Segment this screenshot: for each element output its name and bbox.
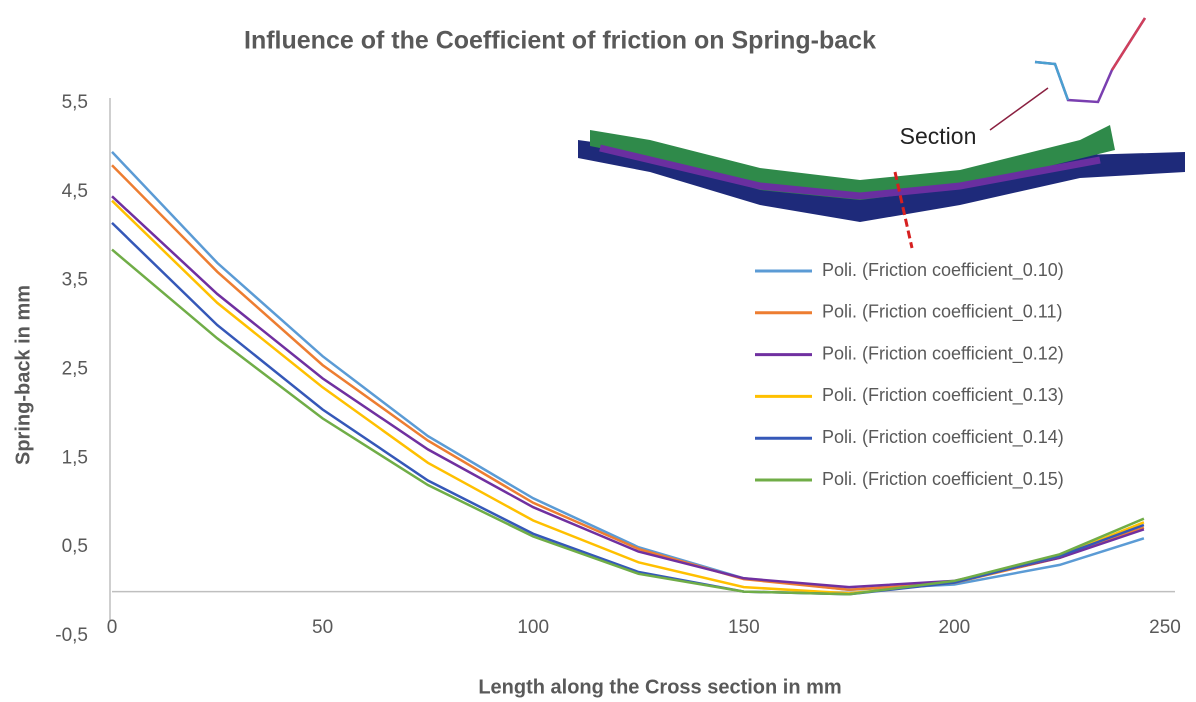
x-tick-label: 0 xyxy=(107,617,118,638)
x-tick-label: 100 xyxy=(517,617,549,638)
y-tick-label: 2,5 xyxy=(62,359,88,380)
legend-label: Poli. (Friction coefficient_0.15) xyxy=(822,469,1064,490)
y-tick-label: 4,5 xyxy=(62,181,88,202)
x-axis-title: Length along the Cross section in mm xyxy=(478,676,841,698)
legend-label: Poli. (Friction coefficient_0.14) xyxy=(822,427,1064,448)
x-tick-label: 150 xyxy=(728,617,760,638)
y-tick-label: 3,5 xyxy=(62,270,88,291)
x-tick-label: 200 xyxy=(939,617,971,638)
legend-label: Poli. (Friction coefficient_0.11) xyxy=(822,302,1062,323)
legend-label: Poli. (Friction coefficient_0.13) xyxy=(822,385,1064,406)
chart: Influence of the Coefficient of friction… xyxy=(0,0,1196,702)
y-tick-label: -0,5 xyxy=(55,625,88,646)
series-line xyxy=(112,152,1144,590)
y-tick-label: 0,5 xyxy=(62,536,88,557)
x-tick-label: 50 xyxy=(312,617,333,638)
chart-title: Influence of the Coefficient of friction… xyxy=(244,27,876,55)
section-annotation: Section xyxy=(900,123,977,149)
x-tick-label: 250 xyxy=(1149,617,1181,638)
y-tick-label: 1,5 xyxy=(62,447,88,468)
legend-label: Poli. (Friction coefficient_0.10) xyxy=(822,260,1064,281)
legend-label: Poli. (Friction coefficient_0.12) xyxy=(822,343,1064,364)
y-axis-title: Spring-back in mm xyxy=(12,285,34,465)
y-tick-label: 5,5 xyxy=(62,92,88,113)
